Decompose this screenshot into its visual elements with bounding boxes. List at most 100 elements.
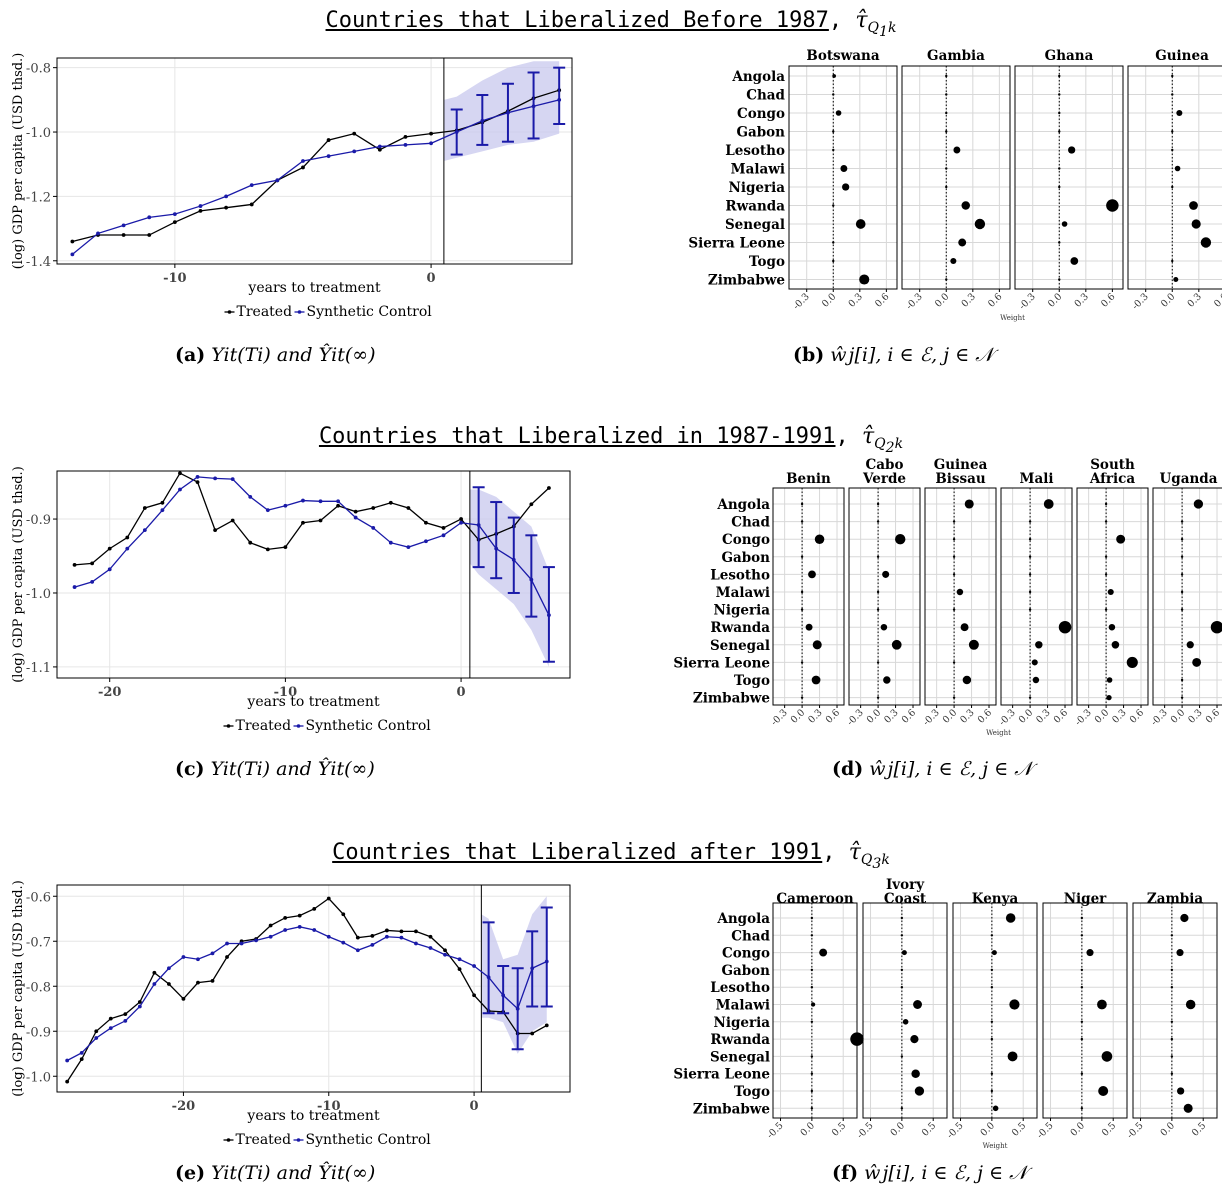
x-tick-label: -20 xyxy=(172,1099,196,1114)
caption-d: (d) ŵj[i], i ∈ ℰ, j ∈ 𝒩 xyxy=(832,758,1032,780)
weight-dot xyxy=(1058,278,1061,281)
tau-sub: Q xyxy=(874,436,886,453)
synthetic-point xyxy=(123,1019,128,1023)
panel-frame xyxy=(901,65,1011,290)
weight-dot xyxy=(1170,968,1174,972)
line-chart-1: -1.4 -1.2 -1.0 -0.8 -10 0 years to treatment (l… xyxy=(11,53,573,320)
weight-dot xyxy=(1183,1103,1193,1113)
synthetic-point xyxy=(336,499,340,504)
caption-tag: (b) xyxy=(793,344,825,366)
treated-point xyxy=(353,509,358,514)
legend-synthetic-dot xyxy=(297,310,302,314)
weight-dot xyxy=(814,534,825,544)
panel-tick-label: 0.0 xyxy=(820,291,838,309)
weight-dot xyxy=(952,555,956,558)
weight-dot xyxy=(810,1089,814,1093)
treated-point xyxy=(195,480,200,484)
weight-dot xyxy=(1177,1087,1185,1095)
treated-point xyxy=(406,506,411,510)
treated-series-line xyxy=(66,897,548,1083)
country-label: Congo xyxy=(722,946,770,962)
panel-tick-label: 0.5 xyxy=(1100,1120,1118,1138)
weight-dot xyxy=(1058,185,1061,189)
panel-title: Cameroon xyxy=(776,891,853,907)
panel-tick-label: 0.0 xyxy=(865,707,883,725)
weight-dot xyxy=(1061,221,1068,227)
caption-text: ŵj[i], i ∈ ℰ, j ∈ 𝒩 xyxy=(869,758,1033,780)
treated-point xyxy=(326,138,331,142)
weight-dot xyxy=(990,1020,994,1023)
synthetic-point xyxy=(429,141,433,146)
country-label: Zimbabwe xyxy=(708,273,785,289)
synthetic-point xyxy=(121,223,126,228)
weight-dot xyxy=(876,555,880,558)
country-label: Lesotho xyxy=(725,143,785,159)
panel-tick-label: 0.6 xyxy=(873,291,891,309)
treated-point xyxy=(403,134,408,139)
weight-dot xyxy=(1032,676,1040,684)
panel-tick-label: -0.3 xyxy=(921,707,942,728)
weight-dot xyxy=(811,675,821,685)
weight-dot xyxy=(810,916,814,920)
panel-tick-label: 0.0 xyxy=(1046,291,1064,309)
synthetic-point xyxy=(152,982,157,986)
country-label: Chad xyxy=(746,88,785,104)
treated-point xyxy=(326,896,331,901)
weight-dot xyxy=(1080,916,1084,920)
weight-dot xyxy=(1171,259,1174,263)
weight-dot xyxy=(990,934,994,937)
legend-synthetic-dot xyxy=(296,724,301,728)
synthetic-point xyxy=(79,1050,84,1055)
weight-dot xyxy=(832,241,835,244)
caption-c: (c) Yit(Ti) and Ŷit(∞) xyxy=(175,758,375,780)
caption-tag: (f) xyxy=(832,1162,859,1184)
x-axis-label: years to treatment xyxy=(246,694,380,710)
treated-point xyxy=(428,934,433,939)
weight-dot xyxy=(1028,696,1032,699)
panel-title: Ghana xyxy=(1045,48,1094,64)
country-label: Zimbabwe xyxy=(693,691,770,707)
y-tick-label: -0.8 xyxy=(26,62,51,77)
synthetic-series-line xyxy=(66,926,548,1062)
weight-dot xyxy=(835,110,842,116)
weight-dot xyxy=(900,1055,904,1058)
weight-dot xyxy=(800,502,804,506)
synthetic-point xyxy=(107,567,112,572)
treated-point xyxy=(341,912,346,917)
weight-dot xyxy=(952,661,956,664)
dot-plot-1: Angola Chad Congo Gabon Lesotho Malawi Nigeria… xyxy=(688,48,1222,322)
panel-title-line1: South xyxy=(1090,457,1135,473)
caption-tag: (c) xyxy=(175,758,205,780)
panel-title: Kenya xyxy=(972,891,1019,907)
panel-tick-label: 0.0 xyxy=(1159,291,1177,309)
synthetic-point xyxy=(428,946,433,950)
panel-tick-label: -0.5 xyxy=(855,1120,876,1141)
panel-tick-label: 0.3 xyxy=(958,707,976,725)
weight-dot xyxy=(945,111,948,115)
weight-dot xyxy=(880,623,888,631)
panel-title: Botswana xyxy=(806,48,879,64)
synthetic-point xyxy=(301,159,305,163)
treated-point xyxy=(414,929,418,934)
y-tick-label: -0.7 xyxy=(26,935,51,950)
country-label: Zimbabwe xyxy=(693,1101,770,1117)
synthetic-point xyxy=(384,934,389,939)
caption-a: (a) Yit(Ti) and Ŷit(∞) xyxy=(175,344,376,366)
weight-dot xyxy=(810,1055,814,1058)
weight-dot xyxy=(1058,74,1061,78)
treated-point xyxy=(544,1023,549,1028)
panel-frame xyxy=(952,902,1038,1119)
panel-tick-label: 0.6 xyxy=(1099,291,1117,309)
synthetic-point xyxy=(90,579,95,584)
panel-frame xyxy=(772,487,845,706)
y-tick-label: -0.8 xyxy=(26,980,51,995)
panel-frame xyxy=(1152,487,1222,706)
treated-point xyxy=(429,131,433,136)
treated-point xyxy=(90,561,95,566)
weight-dot xyxy=(855,219,866,229)
y-axis-label: (log) GDP per capita (USD thsd.) xyxy=(11,53,26,270)
country-label: Nigeria xyxy=(714,1015,771,1031)
weight-dot xyxy=(1170,1037,1174,1041)
x-tick-label: -20 xyxy=(98,685,122,700)
y-axis-label: (log) GDP per capita (USD thsd.) xyxy=(11,880,26,1097)
